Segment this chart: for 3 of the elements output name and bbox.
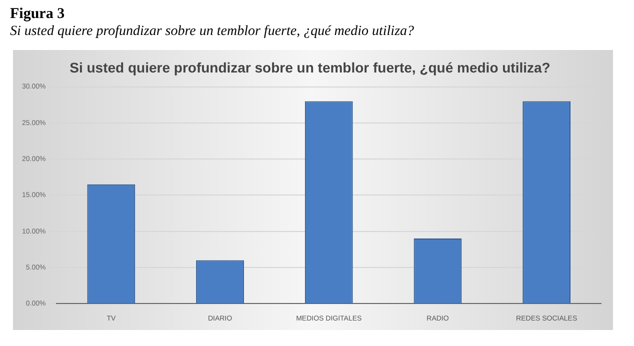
text: Figura 3: [10, 6, 65, 23]
chart-title: Si usted quiere profundizar sobre un temblor fuerte, ¿qué medio utiliza?: [70, 59, 550, 76]
text: Si usted quiere profundizar sobre un temblor fuerte, ¿qué medio utiliza?: [10, 24, 414, 40]
